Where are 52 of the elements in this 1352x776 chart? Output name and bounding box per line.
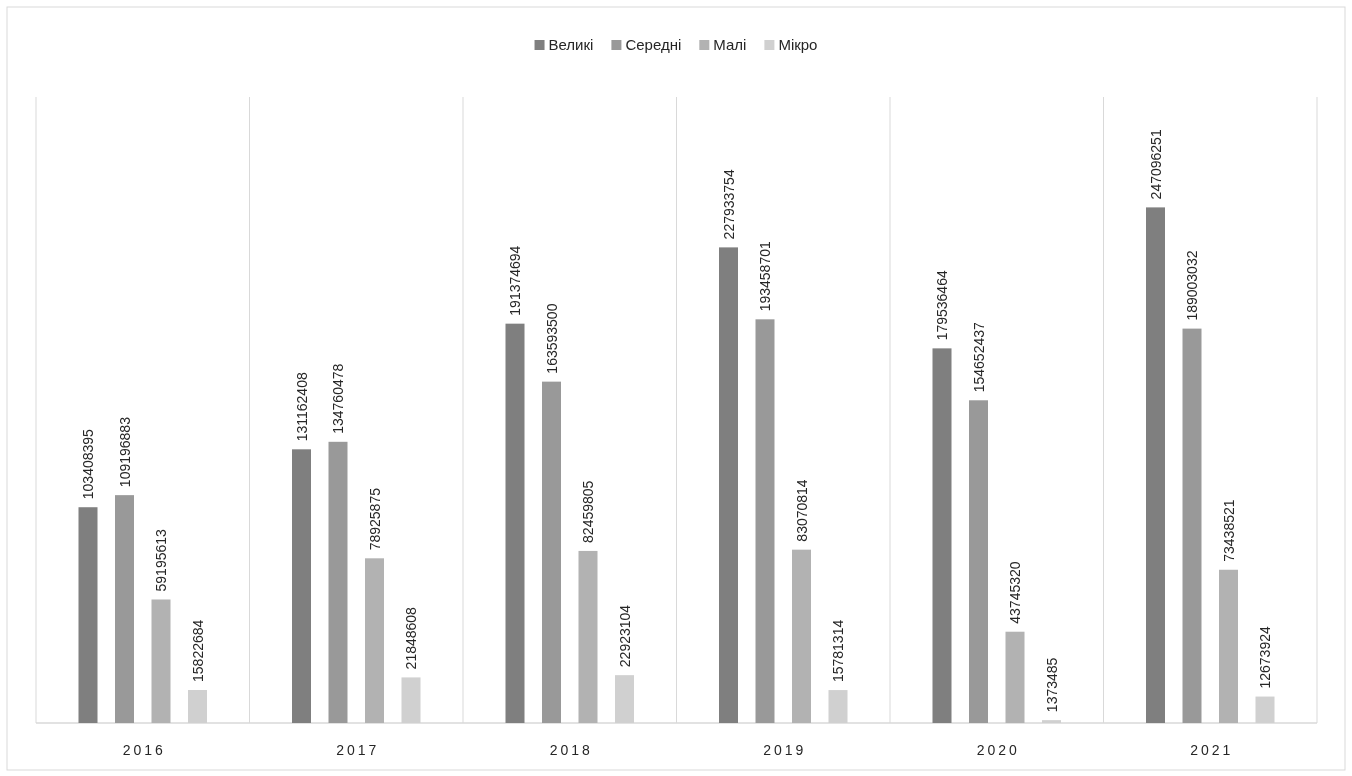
data-label: 78925875 [366,487,383,551]
bar [78,507,98,723]
bar [151,599,171,723]
data-label: 83070814 [793,479,810,542]
data-label: 73438521 [1220,499,1237,562]
legend-label: Середні [625,36,682,54]
bar [1182,328,1202,723]
bar [792,549,811,723]
data-label: 109196883 [116,416,133,488]
bar [578,550,598,723]
data-label: 227933754 [720,169,737,240]
x-tick-label: 2018 [549,741,593,758]
bar [719,247,738,723]
bar [755,319,775,723]
legend-label: Мікро [778,36,818,54]
x-tick-label: 2017 [336,741,380,758]
data-label: 189003032 [1184,250,1200,321]
bar [292,449,311,723]
data-label: 22923104 [616,604,633,668]
data-label: 43745320 [1007,561,1023,624]
bar [115,495,134,723]
x-tick-label: 2016 [122,741,166,758]
bar [1219,569,1238,723]
bar [1005,631,1025,723]
bar [969,400,988,723]
bar [932,348,952,723]
x-tick-label: 2019 [763,741,807,758]
bar [542,381,561,723]
data-label: 247096251 [1147,129,1164,200]
bar [365,558,384,723]
bar [1146,207,1165,723]
x-tick-label: 2020 [976,741,1020,758]
data-label: 1373485 [1043,657,1060,713]
data-label: 134760478 [330,363,346,434]
data-label: 179536464 [934,270,950,341]
data-label: 131162408 [293,372,310,442]
data-label: 103408395 [80,428,96,500]
bar [328,441,348,723]
data-label: 21848608 [403,606,419,670]
bar [505,323,525,723]
data-label: 15822684 [189,619,206,682]
data-label: 82459805 [580,480,596,543]
legend-label: Малі [713,36,747,54]
data-label: 15781314 [830,619,846,683]
data-label: 193458701 [757,241,773,312]
data-label: 59195613 [153,528,169,592]
data-label: 163593500 [543,303,560,374]
x-tick-label: 2021 [1190,741,1234,758]
data-label: 191374694 [507,245,523,316]
data-label: 12673924 [1257,626,1273,689]
data-label: 154652437 [970,322,987,393]
legend-label: Великі [548,36,594,54]
